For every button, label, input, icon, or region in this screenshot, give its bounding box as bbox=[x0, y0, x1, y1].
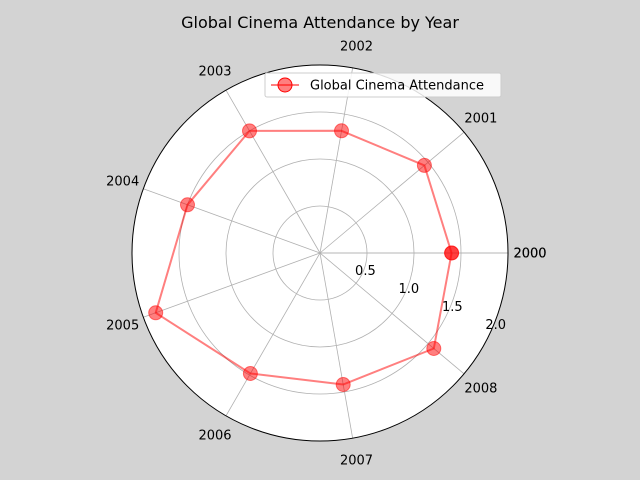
data-point bbox=[242, 123, 257, 139]
angular-gridline bbox=[319, 252, 465, 375]
angular-tick-label: 2001 bbox=[464, 112, 497, 127]
angular-tick-label: 2005 bbox=[106, 318, 139, 333]
legend-box bbox=[264, 72, 502, 98]
radial-tick-label: 0.5 bbox=[355, 264, 376, 279]
data-point bbox=[334, 123, 349, 139]
radial-tick-label: 2.0 bbox=[485, 318, 506, 333]
angular-tick-label: 2004 bbox=[106, 175, 139, 190]
angular-gridline bbox=[143, 188, 321, 254]
angular-tick-label: 2002 bbox=[340, 40, 373, 55]
radial-tick-label: 1.0 bbox=[398, 282, 419, 297]
legend-marker-swatch bbox=[277, 77, 293, 93]
angular-gridline bbox=[143, 252, 321, 318]
polar-frame bbox=[131, 64, 509, 442]
angular-gridline bbox=[319, 131, 465, 254]
data-point bbox=[148, 305, 164, 321]
angular-tick-label: 2003 bbox=[198, 65, 231, 80]
angular-tick-label: 2008 bbox=[464, 382, 497, 397]
radial-tick-label: 1.5 bbox=[442, 300, 463, 315]
angular-gridline bbox=[225, 252, 321, 417]
angular-tick-label: 2006 bbox=[198, 428, 231, 443]
data-point bbox=[416, 157, 432, 173]
data-point bbox=[180, 197, 195, 213]
legend-label: Global Cinema Attendance bbox=[310, 79, 484, 94]
angular-gridline bbox=[319, 252, 354, 439]
angular-gridline bbox=[319, 67, 354, 254]
data-point bbox=[444, 245, 460, 261]
chart-title: Global Cinema Attendance by Year bbox=[181, 13, 459, 32]
series-line bbox=[154, 129, 453, 386]
series-layer bbox=[148, 123, 460, 392]
angular-tick-label: 2000 bbox=[513, 247, 546, 262]
angular-tick-label: 2000 bbox=[513, 247, 546, 262]
angular-gridline bbox=[225, 89, 321, 254]
data-point bbox=[426, 341, 442, 356]
data-point bbox=[242, 366, 258, 381]
data-point bbox=[335, 377, 351, 392]
legend: Global Cinema Attendance bbox=[264, 72, 502, 98]
angular-tick-label: 2007 bbox=[340, 453, 373, 468]
label-layer: 2000200120022003200420052006200720082000… bbox=[106, 40, 546, 469]
